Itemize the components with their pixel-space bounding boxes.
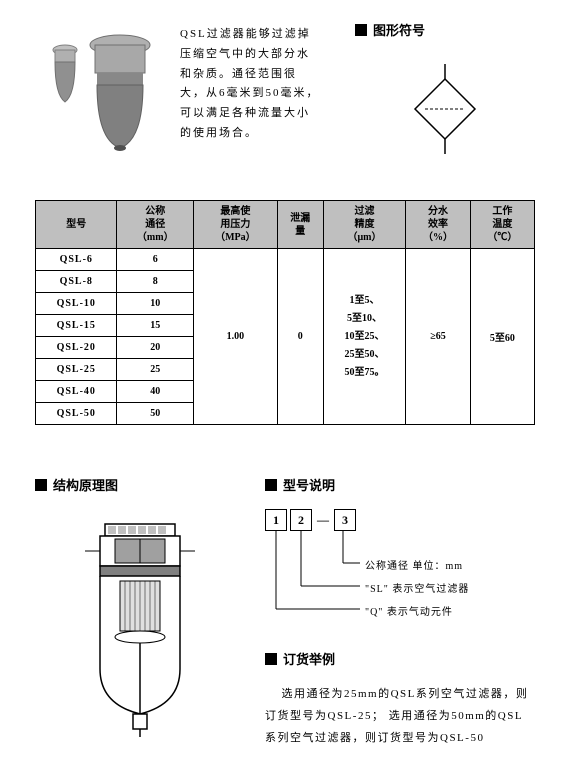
model-explanation-diagram: 1 2 — 3 公称通径 单位：mm "SL" 表示空气过滤器 "Q" 表示气动… — [265, 509, 535, 619]
explain-line-3: 公称通径 单位：mm — [365, 557, 463, 572]
table-header: 工作温度（℃） — [470, 201, 534, 249]
model-heading-text: 型号说明 — [283, 475, 335, 494]
order-example-text: 选用通径为25mm的QSL系列空气过滤器，则订货型号为QSL-25； 选用通径为… — [265, 683, 535, 749]
model-box-1: 1 — [265, 509, 287, 531]
symbol-heading: 图形符号 — [355, 20, 535, 39]
dash-separator: — — [317, 513, 329, 528]
order-heading-text: 订货举例 — [283, 649, 335, 668]
product-image — [35, 20, 165, 160]
order-heading: 订货举例 — [265, 649, 535, 668]
table-header: 最高使用压力（MPa） — [194, 201, 278, 249]
explain-line-2: "SL" 表示空气过滤器 — [365, 580, 469, 595]
square-icon — [35, 479, 47, 491]
structure-diagram — [35, 509, 245, 739]
model-box-2: 2 — [290, 509, 312, 531]
table-header: 过滤精度（μm） — [323, 201, 406, 249]
model-heading: 型号说明 — [265, 475, 535, 494]
explain-line-1: "Q" 表示气动元件 — [365, 603, 453, 618]
table-header: 型号 — [36, 201, 117, 249]
square-icon — [265, 479, 277, 491]
filter-symbol — [355, 54, 535, 154]
structure-heading: 结构原理图 — [35, 475, 245, 494]
square-icon — [355, 24, 367, 36]
table-header: 公称通径（mm） — [117, 201, 194, 249]
table-row: QSL-661.0001至5、5至10、10至25、25至50、50至75。≥6… — [36, 249, 535, 271]
spec-table: 型号公称通径（mm）最高使用压力（MPa）泄漏量过滤精度（μm）分水效率（%）工… — [35, 200, 535, 425]
table-header: 泄漏量 — [277, 201, 323, 249]
table-header: 分水效率（%） — [406, 201, 470, 249]
structure-heading-text: 结构原理图 — [53, 475, 118, 494]
symbol-heading-text: 图形符号 — [373, 20, 425, 39]
product-description: QSL过滤器能够过滤掉压缩空气中的大部分水和杂质。通径范围很大，从6毫米到50毫… — [180, 20, 320, 160]
square-icon — [265, 653, 277, 665]
model-box-3: 3 — [334, 509, 356, 531]
